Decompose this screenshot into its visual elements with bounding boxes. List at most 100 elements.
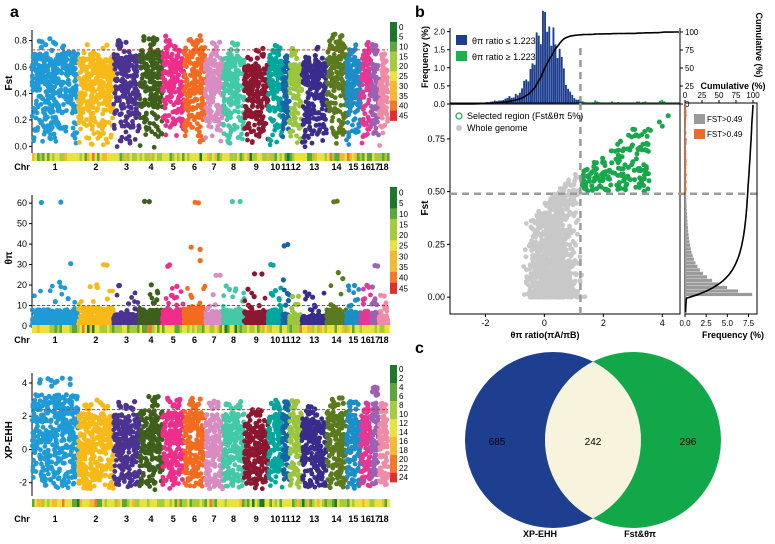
snp-point xyxy=(37,313,42,319)
snp-point xyxy=(106,120,112,125)
snp-point xyxy=(148,314,154,320)
snp-point xyxy=(40,138,45,144)
density-cell xyxy=(157,153,160,161)
density-cell xyxy=(349,153,353,161)
snp-point xyxy=(322,85,328,91)
snp-point xyxy=(127,140,133,146)
snp-point xyxy=(154,82,159,88)
snp-point xyxy=(45,106,51,111)
snp-point xyxy=(51,313,57,319)
snp-point xyxy=(244,108,249,114)
snp-point xyxy=(173,69,179,75)
snp-point xyxy=(380,130,386,136)
snp-point xyxy=(298,99,303,104)
density-cell xyxy=(367,153,370,161)
snp-point xyxy=(115,77,120,83)
snp-point xyxy=(227,110,233,116)
snp-point xyxy=(162,77,168,83)
snp-point xyxy=(287,78,293,84)
chromosome-label: 14 xyxy=(331,162,341,172)
snp-point xyxy=(319,106,325,112)
density-cell xyxy=(219,153,223,161)
snp-point xyxy=(105,77,110,82)
snp-point xyxy=(288,129,294,134)
snp-point xyxy=(345,120,351,125)
snp-point xyxy=(30,65,36,71)
snp-point xyxy=(32,310,37,315)
density-legend-cell xyxy=(390,110,397,121)
snp-point xyxy=(35,125,41,131)
snp-point xyxy=(294,133,299,139)
snp-point xyxy=(213,76,219,82)
snp-point xyxy=(30,105,36,111)
density-cell xyxy=(59,153,63,161)
peak-snp-point xyxy=(372,51,379,57)
snp-point xyxy=(42,309,47,315)
snp-point xyxy=(53,114,58,120)
density-cell xyxy=(202,153,205,161)
snp-point xyxy=(45,123,51,128)
snp-point xyxy=(72,57,77,63)
peak-snp-point xyxy=(209,40,215,46)
snp-point xyxy=(147,120,153,126)
snp-point xyxy=(310,76,316,81)
snp-point xyxy=(77,90,82,96)
snp-point xyxy=(266,136,272,142)
snp-point xyxy=(270,132,275,138)
snp-point xyxy=(196,58,201,63)
snp-point xyxy=(312,110,317,116)
snp-point xyxy=(106,99,112,105)
snp-point xyxy=(216,86,222,92)
snp-point xyxy=(271,96,276,102)
density-cell xyxy=(102,153,105,161)
snp-point xyxy=(142,64,147,70)
snp-point xyxy=(61,50,67,55)
snp-point xyxy=(112,126,117,131)
density-cell xyxy=(137,153,140,161)
snp-point xyxy=(243,87,248,92)
density-cell xyxy=(107,153,110,161)
snp-point xyxy=(211,115,217,120)
peak-snp-point xyxy=(284,53,290,59)
snp-point xyxy=(86,319,91,325)
snp-point xyxy=(77,109,82,115)
snp-point xyxy=(29,73,35,79)
chromosome-label: 6 xyxy=(192,162,197,172)
snp-point xyxy=(307,124,313,130)
snp-point xyxy=(203,135,209,141)
snp-point xyxy=(47,288,53,294)
snp-point xyxy=(172,89,178,95)
snp-point xyxy=(113,95,119,100)
snp-point xyxy=(174,133,179,138)
snp-point xyxy=(237,93,243,99)
snp-point xyxy=(159,131,165,137)
density-cell xyxy=(184,153,188,161)
density-cell xyxy=(277,153,280,161)
density-cell xyxy=(62,153,65,161)
snp-point xyxy=(383,84,388,90)
snp-point xyxy=(320,102,326,108)
snp-point xyxy=(346,109,352,115)
snp-point xyxy=(212,81,218,87)
density-cell xyxy=(44,153,48,161)
snp-point xyxy=(78,78,84,84)
snp-point xyxy=(45,97,51,102)
peak-snp-point xyxy=(197,33,203,39)
peak-snp-point xyxy=(38,44,44,51)
snp-point xyxy=(169,62,175,68)
snp-point xyxy=(55,53,61,58)
snp-point xyxy=(280,134,286,140)
snp-point xyxy=(89,126,95,132)
snp-point xyxy=(34,98,39,104)
snp-point xyxy=(55,67,60,72)
snp-point xyxy=(191,61,196,67)
snp-point xyxy=(341,115,347,121)
snp-point xyxy=(152,72,157,78)
density-cell xyxy=(192,153,195,161)
snp-point xyxy=(329,93,335,99)
density-cell xyxy=(329,153,333,161)
snp-point xyxy=(266,103,272,109)
snp-point xyxy=(190,66,195,72)
snp-point xyxy=(70,125,76,131)
peak-snp-point xyxy=(49,47,55,54)
